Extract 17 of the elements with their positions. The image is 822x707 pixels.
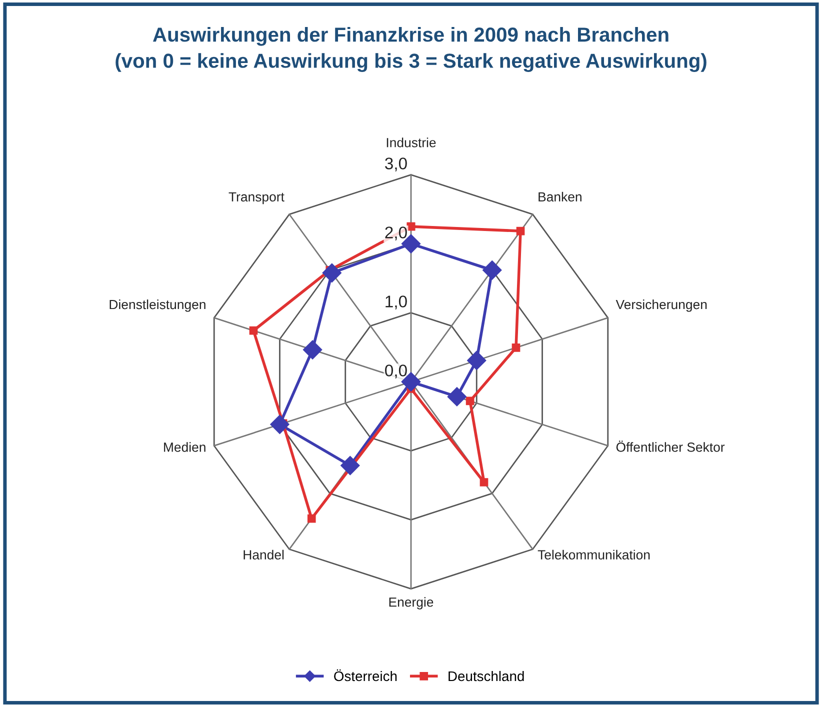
spoke-label: Dienstleistungen (110, 300, 206, 312)
spoke-label: Transport (228, 192, 284, 204)
spoke-label: Banken (538, 192, 582, 202)
spoke-label: Handel (244, 550, 284, 560)
legend-label: Österreich (334, 669, 397, 682)
y-tick-label: 0,0 (385, 364, 407, 378)
spoke-label: Industrie (386, 138, 436, 148)
spoke-label: Energie (389, 597, 434, 610)
y-tick-label: 2,0 (385, 226, 407, 240)
chart-title: Auswirkungen der Finanzkrise in 2009 nach Branchen (von 0 = keine Auswirkung bis 3 = Stark negative Auswirkung) (116, 26, 706, 72)
legend-label: Deutschland (448, 670, 524, 682)
y-tick-label: 3,0 (385, 158, 407, 172)
spoke-label: Telekommunikation (538, 550, 650, 560)
spoke-label: Medien (164, 442, 206, 452)
spoke-label: Öffentlicher Sektor (616, 440, 725, 452)
y-tick-label: 1,0 (386, 296, 407, 310)
spoke-label: Versicherungen (616, 300, 707, 312)
